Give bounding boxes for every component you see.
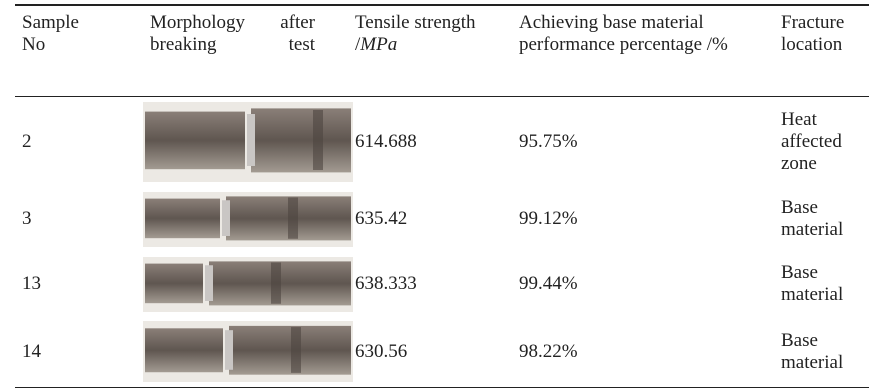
percentage-cell: 98.22% bbox=[512, 317, 774, 388]
page: Sample No Morphology after breaking test… bbox=[0, 0, 869, 389]
header-cell: Tensile strength /MPa bbox=[348, 5, 512, 97]
fracture-cell: Base material bbox=[774, 317, 869, 388]
sample-cell: 14 bbox=[15, 317, 143, 388]
sample-cell: 13 bbox=[15, 252, 143, 317]
image-cell bbox=[143, 187, 348, 252]
percentage-cell: 95.75% bbox=[512, 97, 774, 187]
sample-cell: 3 bbox=[15, 187, 143, 252]
fracture-cell: Heat affected zone bbox=[774, 97, 869, 187]
percentage-cell: 99.12% bbox=[512, 187, 774, 252]
fracture-cell: Base material bbox=[774, 187, 869, 252]
tensile-cell: 635.42 bbox=[348, 187, 512, 252]
header-row: Sample No Morphology after breaking test… bbox=[15, 5, 869, 97]
specimen-photo bbox=[143, 321, 353, 382]
header-cell: Sample No bbox=[15, 5, 143, 97]
results-table: Sample No Morphology after breaking test… bbox=[15, 4, 869, 388]
header-text: Morphology after breaking test bbox=[150, 12, 315, 56]
sample-cell: 2 bbox=[15, 97, 143, 187]
header-text: Sample No bbox=[22, 12, 77, 56]
header-text: Achieving base material performance perc… bbox=[519, 12, 754, 56]
image-cell bbox=[143, 252, 348, 317]
specimen-photo bbox=[143, 102, 353, 182]
header-cell: Achieving base material performance perc… bbox=[512, 5, 774, 97]
header-cell: Morphology after breaking test bbox=[143, 5, 348, 97]
tensile-cell: 638.333 bbox=[348, 252, 512, 317]
tensile-cell: 614.688 bbox=[348, 97, 512, 187]
image-cell bbox=[143, 97, 348, 187]
header-text: Fracture location bbox=[781, 12, 861, 56]
header-unit: MPa bbox=[360, 34, 397, 55]
tensile-cell: 630.56 bbox=[348, 317, 512, 388]
specimen-photo bbox=[143, 192, 353, 247]
specimen-photo bbox=[143, 257, 353, 312]
image-cell bbox=[143, 317, 348, 388]
percentage-cell: 99.44% bbox=[512, 252, 774, 317]
fracture-cell: Base material bbox=[774, 252, 869, 317]
header-cell: Fracture location bbox=[774, 5, 869, 97]
